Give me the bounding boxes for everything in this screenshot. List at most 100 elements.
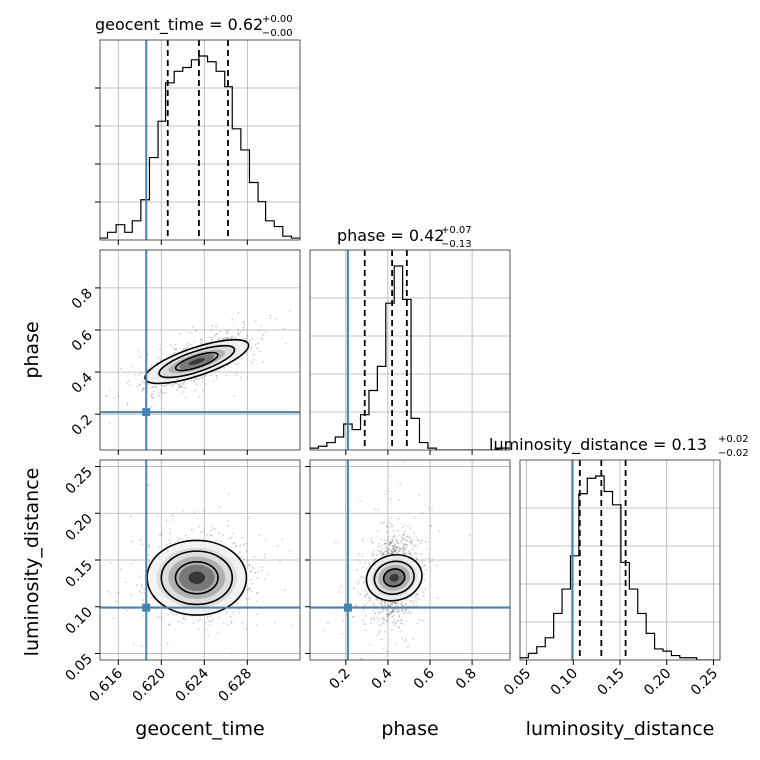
sample-point — [146, 594, 149, 597]
title-geocent-time: geocent_time = 0.62 +0.00 −0.00 — [95, 14, 293, 39]
sample-point — [390, 612, 393, 614]
sample-point — [383, 619, 386, 621]
sample-point — [392, 539, 394, 542]
sample-point — [372, 542, 374, 544]
sample-point — [391, 552, 393, 554]
sample-point — [428, 560, 431, 563]
sample-point — [382, 553, 385, 556]
sample-point — [284, 342, 287, 345]
sample-point — [219, 330, 222, 333]
sample-point — [391, 545, 394, 548]
sample-point — [367, 561, 370, 564]
sample-point — [167, 613, 170, 616]
sample-point — [383, 604, 386, 607]
sample-point — [392, 611, 394, 613]
sample-point — [392, 535, 394, 538]
sample-point — [251, 566, 254, 569]
sample-point — [223, 367, 226, 369]
sample-point — [236, 602, 239, 605]
sample-point — [403, 612, 406, 615]
sample-point — [210, 339, 213, 342]
sample-point — [375, 553, 378, 556]
sample-point — [399, 548, 402, 551]
sample-point — [363, 622, 365, 625]
sample-point — [401, 547, 404, 550]
sample-point — [393, 549, 396, 552]
sample-point — [403, 530, 406, 532]
sample-point — [372, 604, 375, 607]
sample-point — [227, 337, 230, 340]
sample-point — [353, 587, 355, 590]
sample-point — [245, 597, 248, 600]
sample-point — [406, 544, 409, 546]
sample-point — [404, 548, 407, 551]
sample-point — [418, 493, 421, 496]
sample-point — [376, 634, 379, 637]
sample-point — [380, 602, 383, 605]
sample-point — [386, 610, 389, 612]
sample-point — [235, 545, 238, 548]
sample-point — [202, 389, 205, 391]
sample-point — [187, 342, 190, 345]
sample-point — [364, 623, 366, 626]
sample-point — [362, 581, 365, 584]
sample-point — [184, 386, 187, 389]
sample-point — [428, 507, 430, 509]
sample-point — [263, 578, 266, 581]
sample-point — [139, 383, 142, 386]
sample-point — [391, 552, 394, 555]
sample-point — [405, 552, 407, 555]
sample-point — [359, 657, 362, 660]
sample-point — [392, 546, 395, 548]
sample-point — [161, 385, 164, 387]
sample-point — [401, 539, 404, 542]
sample-point — [374, 558, 377, 560]
sample-point — [373, 559, 376, 561]
sample-point — [410, 541, 412, 544]
sample-point — [179, 385, 182, 388]
sample-point — [425, 540, 427, 543]
sample-point — [248, 598, 250, 600]
y-tick-label: 0.10 — [62, 604, 95, 637]
sample-point — [391, 550, 394, 553]
sample-point — [209, 620, 212, 623]
sample-point — [200, 342, 202, 345]
sample-point — [396, 547, 399, 550]
sample-point — [170, 384, 173, 386]
sample-point — [130, 562, 133, 565]
sample-point — [210, 525, 213, 527]
sample-point — [158, 395, 161, 397]
sample-point — [381, 554, 384, 556]
sample-point — [150, 364, 153, 366]
sample-point — [224, 336, 227, 339]
sample-point — [406, 611, 409, 613]
sample-point — [403, 611, 405, 614]
sample-point — [397, 626, 400, 628]
sample-point — [374, 613, 377, 615]
sample-point — [182, 348, 185, 351]
x-tick-label: 0.15 — [594, 666, 627, 699]
sample-point — [218, 506, 221, 508]
sample-point — [380, 624, 383, 627]
sample-point — [248, 587, 250, 590]
title-luminosity-distance-sup: +0.02 — [718, 434, 749, 445]
sample-point — [468, 534, 471, 536]
sample-point — [254, 572, 257, 574]
x-tick-label: 0.4 — [369, 665, 396, 692]
title-phase-sub: −0.13 — [441, 239, 472, 250]
x-tick-label: 0.05 — [501, 666, 534, 699]
sample-point — [371, 555, 374, 558]
sample-point — [402, 546, 405, 549]
sample-point — [385, 547, 388, 550]
sample-point — [210, 534, 213, 537]
sample-point — [402, 547, 404, 550]
sample-point — [387, 604, 389, 606]
marginal-contents — [520, 460, 720, 660]
sample-point — [177, 620, 180, 623]
sample-point — [368, 643, 371, 646]
sample-point — [398, 609, 400, 612]
sample-point — [419, 553, 422, 556]
sample-point — [417, 539, 420, 542]
sample-point — [408, 541, 411, 544]
sample-point — [138, 383, 141, 386]
